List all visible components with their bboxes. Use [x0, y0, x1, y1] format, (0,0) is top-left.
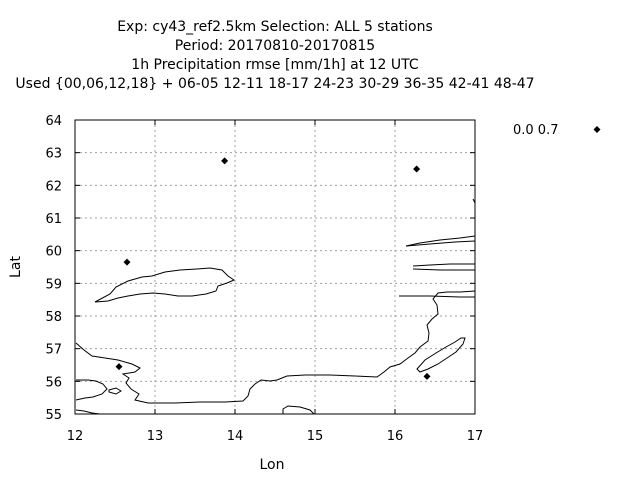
legend-label: 0.0 0.7 [513, 123, 558, 138]
x-tick-label: 17 [467, 429, 484, 444]
lake-vanern [94, 267, 236, 303]
coastline-east-inlet-1 [405, 235, 476, 247]
title-experiment: Exp: cy43_ref2.5km Selection: ALL 5 stat… [117, 19, 433, 35]
title-used-forecasts: Used {00,06,12,18} + 06-05 12-11 18-17 2… [15, 76, 535, 92]
y-tick-label: 61 [45, 212, 62, 227]
coastline-southwest [75, 409, 101, 415]
coastline-east-inlet-4 [412, 268, 475, 271]
y-tick-label: 56 [45, 375, 62, 390]
x-tick-label: 15 [307, 429, 324, 444]
y-tick-label: 60 [45, 245, 62, 260]
station-marker [221, 157, 229, 165]
legend-marker [593, 126, 601, 133]
axis-ticks: 12 13 14 15 16 17 55 56 57 58 59 60 61 62 63 64 [45, 114, 483, 444]
station-marker [413, 165, 421, 173]
y-tick-label: 58 [45, 310, 62, 325]
y-tick-label: 64 [45, 114, 62, 129]
title-parameter: 1h Precipitation rmse [mm/1h] at 12 UTC [131, 57, 419, 73]
island-east [416, 337, 466, 373]
y-axis-label: Lat [8, 256, 24, 278]
x-tick-label: 14 [227, 429, 244, 444]
coastline-south [75, 290, 476, 404]
coastline-east-inlet-3 [412, 263, 475, 267]
island-small-west [108, 387, 122, 395]
coastline-west-upper [75, 379, 108, 401]
x-tick-label: 16 [387, 429, 404, 444]
y-tick-label: 59 [45, 277, 62, 292]
station-marker [123, 258, 131, 266]
y-tick-label: 63 [45, 147, 62, 162]
x-tick-label: 12 [67, 429, 84, 444]
coastline-east-inlet-5 [399, 295, 475, 298]
coastlines [75, 198, 476, 415]
plot-header: Exp: cy43_ref2.5km Selection: ALL 5 stat… [0, 18, 550, 94]
station-markers [115, 157, 431, 380]
plot-frame [74, 119, 476, 415]
x-tick-label: 13 [147, 429, 164, 444]
station-marker [423, 372, 431, 380]
x-axis-label: Lon [260, 457, 285, 473]
y-tick-label: 57 [45, 343, 62, 358]
title-period: Period: 20170810-20170815 [174, 38, 376, 54]
grid-lines [75, 120, 475, 414]
y-tick-label: 55 [45, 408, 62, 423]
coastline-east-inlet-2 [405, 240, 476, 247]
y-tick-label: 62 [45, 179, 62, 194]
island-south [282, 405, 316, 415]
station-marker [115, 363, 123, 371]
legend: 0.0 0.7 [513, 123, 601, 138]
